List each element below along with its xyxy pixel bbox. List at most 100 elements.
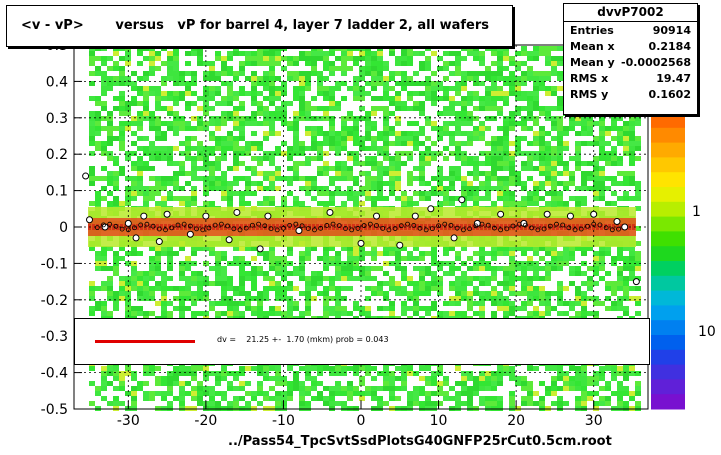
heatmap-cell [113, 106, 119, 111]
heatmap-cell [491, 401, 497, 406]
heatmap-cell [323, 171, 329, 176]
heatmap-cell [419, 366, 425, 371]
heatmap-cell [209, 161, 215, 166]
heatmap-cell [131, 376, 137, 381]
heatmap-cell [533, 296, 539, 301]
heatmap-cell [107, 291, 113, 296]
heatmap-cell [263, 96, 269, 101]
heatmap-cell [509, 86, 515, 91]
heatmap-cell [491, 251, 497, 256]
heatmap-cell [239, 106, 245, 111]
heatmap-cell [161, 391, 167, 396]
heatmap-cell [359, 396, 365, 401]
heatmap-cell [521, 136, 527, 141]
heatmap-cell [395, 101, 401, 106]
heatmap-cell [515, 151, 521, 156]
profile-point [411, 222, 417, 228]
heatmap-cell [107, 266, 113, 271]
heatmap-cell [101, 281, 107, 286]
heatmap-cell [563, 401, 569, 406]
heatmap-cell [197, 106, 203, 111]
heatmap-cell [395, 156, 401, 161]
heatmap-cell [485, 151, 491, 156]
heatmap-cell [347, 396, 353, 401]
heatmap-cell [395, 96, 401, 101]
heatmap-cell [119, 386, 125, 391]
heatmap-cell [155, 366, 161, 371]
profile-point [343, 226, 348, 231]
palette-segment [651, 275, 685, 292]
heatmap-cell [137, 76, 143, 81]
heatmap-cell [137, 306, 143, 311]
heatmap-cell [419, 181, 425, 186]
heatmap-cell [335, 186, 341, 191]
heatmap-cell [437, 276, 443, 281]
heatmap-cell [341, 136, 347, 141]
heatmap-cell [347, 151, 353, 156]
heatmap-cell [191, 271, 197, 276]
heatmap-cell [251, 121, 257, 126]
heatmap-cell [89, 111, 95, 116]
heatmap-cell [623, 376, 629, 381]
heatmap-cell [143, 276, 149, 281]
heatmap-cell [329, 121, 335, 126]
heatmap-cell [215, 101, 221, 106]
heatmap-cell [413, 296, 419, 301]
heatmap-cell [209, 306, 215, 311]
heatmap-cell [599, 116, 605, 121]
heatmap-cell [341, 51, 347, 56]
heatmap-cell [215, 176, 221, 181]
heatmap-cell [563, 376, 569, 381]
heatmap-cell [143, 186, 149, 191]
heatmap-cell [461, 401, 467, 406]
heatmap-cell [305, 116, 311, 121]
profile-point [632, 278, 640, 286]
heatmap-cell [335, 136, 341, 141]
heatmap-cell [527, 391, 533, 396]
heatmap-cell [125, 56, 131, 61]
heatmap-cell [89, 61, 95, 66]
heatmap-cell [593, 121, 599, 126]
heatmap-cell [635, 156, 641, 161]
heatmap-cell [545, 246, 551, 251]
heatmap-cell [527, 141, 533, 146]
heatmap-cell [557, 86, 563, 91]
heatmap-cell [401, 256, 407, 261]
heatmap-cell [353, 91, 359, 96]
heatmap-cell [143, 291, 149, 296]
stat-key: RMS y [570, 88, 609, 101]
heatmap-cell [203, 376, 209, 381]
heatmap-cell [539, 266, 545, 271]
heatmap-cell [503, 101, 509, 106]
heatmap-cell [617, 366, 623, 371]
profile-point [299, 223, 305, 229]
heatmap-cell [587, 121, 593, 126]
heatmap-cell [197, 311, 203, 316]
heatmap-cell [281, 276, 287, 281]
heatmap-cell [287, 301, 293, 306]
heatmap-cell [185, 281, 191, 286]
heatmap-cell [311, 181, 317, 186]
heatmap-cell [395, 121, 401, 126]
heatmap-cell [455, 121, 461, 126]
band-cell [216, 224, 219, 230]
profile-point [442, 221, 448, 227]
heatmap-cell [617, 171, 623, 176]
heatmap-cell [359, 201, 365, 206]
heatmap-cell [497, 106, 503, 111]
heatmap-cell [491, 396, 497, 401]
heatmap-cell [281, 106, 287, 111]
heatmap-cell [593, 381, 599, 386]
heatmap-cell [167, 311, 173, 316]
band-cell [520, 224, 523, 230]
heatmap-cell [473, 161, 479, 166]
heatmap-cell [131, 176, 137, 181]
heatmap-cell [95, 306, 101, 311]
heatmap-cell [173, 146, 179, 151]
heatmap-cell [401, 151, 407, 156]
heatmap-cell [521, 81, 527, 86]
heatmap-cell [197, 176, 203, 181]
heatmap-cell [377, 306, 383, 311]
heatmap-cell [299, 106, 305, 111]
heatmap-cell [479, 381, 485, 386]
